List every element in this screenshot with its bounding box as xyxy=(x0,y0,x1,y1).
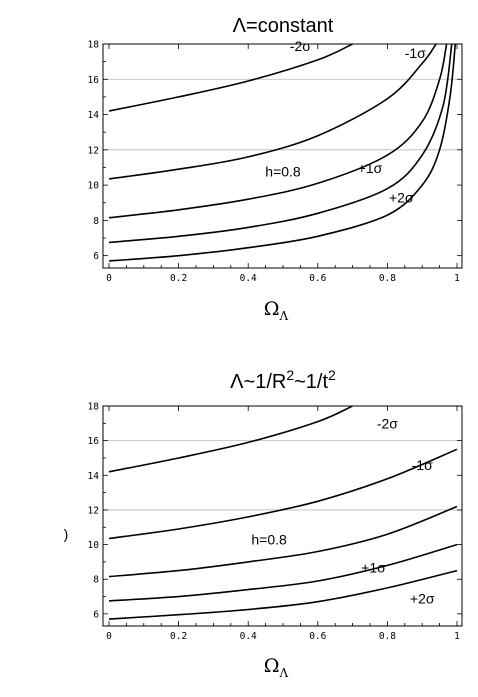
series-line xyxy=(108,44,453,244)
x-axis-label-sub: Λ xyxy=(279,309,289,323)
plot-frame xyxy=(102,405,463,627)
series-line xyxy=(108,505,458,578)
series-line xyxy=(108,44,457,262)
title-part: Λ~1/R xyxy=(230,371,286,393)
series-line xyxy=(108,406,353,473)
series-label: +2σ xyxy=(389,190,414,206)
x-tick-label: 0.6 xyxy=(309,631,326,642)
x-tick-label: 0.4 xyxy=(240,273,257,284)
x-tick-label: 0.6 xyxy=(309,273,326,284)
plot-area: 6 8 10 12 14 16 18 0 0.2 0.4 0.6 0.8 1 -2σ -1σ h=0.8 +1σ… xyxy=(88,38,463,284)
x-tick-label: 1 xyxy=(454,631,460,642)
y-tick-label: 8 xyxy=(93,575,99,586)
series-label: -1σ xyxy=(412,457,433,473)
series-line xyxy=(108,448,458,540)
plot-area: 6 8 10 12 14 16 18 0 0.2 0.4 0.6 0.8 1 -2σ -1σ h=0.8 +1σ… xyxy=(88,402,463,642)
y-tick-label: 16 xyxy=(88,75,100,86)
x-axis-label-main: Ω xyxy=(264,655,280,677)
x-axis-label-sub: Λ xyxy=(279,666,289,680)
x-tick-label: 0.2 xyxy=(170,273,187,284)
y-tick-label: 12 xyxy=(88,505,99,516)
x-axis-label: ΩΛ xyxy=(264,298,289,323)
series-label: h=0.8 xyxy=(265,163,301,179)
chart-lambda-constant: Λ=constant 6 8 10 12 14 16 18 0 0.2 0.4 0.6 0.8 1 -2σ… xyxy=(88,15,463,323)
y-tick-label: 14 xyxy=(88,471,100,482)
series-label: +1σ xyxy=(361,559,386,575)
y-tick-label: 14 xyxy=(88,110,100,121)
x-tick-label: 0.4 xyxy=(240,631,257,642)
y-tick-label: 10 xyxy=(88,540,100,551)
x-axis-label-main: Ω xyxy=(264,298,280,320)
y-tick-label: 18 xyxy=(88,402,100,413)
y-tick-label: 6 xyxy=(93,251,99,262)
series-line xyxy=(108,44,437,180)
x-tick-label: 0.2 xyxy=(170,631,187,642)
series-label: -2σ xyxy=(290,38,311,54)
chart-title: Λ=constant xyxy=(233,15,334,37)
series-label: -1σ xyxy=(405,45,426,61)
x-tick-label: 0 xyxy=(106,631,112,642)
series-label: -2σ xyxy=(377,416,398,432)
series-line xyxy=(108,44,448,219)
y-tick-label: 12 xyxy=(88,145,99,156)
y-tick-label: 16 xyxy=(88,436,100,447)
series-line xyxy=(108,543,458,602)
x-tick-label: 0.8 xyxy=(379,631,396,642)
y-tick-label: 10 xyxy=(88,181,100,192)
y-tick-label: 6 xyxy=(93,609,99,620)
series-line xyxy=(108,569,458,620)
chart-title: Λ~1/R2~1/t2 xyxy=(230,367,336,393)
plot-frame xyxy=(102,43,463,269)
x-tick-label: 0.8 xyxy=(379,273,396,284)
y-tick-label: 18 xyxy=(88,40,100,51)
title-superscript: 2 xyxy=(286,367,294,383)
x-tick-label: 1 xyxy=(454,273,460,284)
title-superscript: 2 xyxy=(328,367,336,383)
y-axis-label: ) xyxy=(64,526,69,542)
series-label: h=0.8 xyxy=(251,532,287,548)
series-label: +2σ xyxy=(410,590,435,606)
x-axis-label: ΩΛ xyxy=(264,655,289,680)
x-tick-label: 0 xyxy=(106,273,112,284)
series-line xyxy=(108,44,353,112)
series-label: +1σ xyxy=(358,160,383,176)
y-tick-label: 8 xyxy=(93,216,99,227)
title-part: ~1/t xyxy=(294,371,328,393)
